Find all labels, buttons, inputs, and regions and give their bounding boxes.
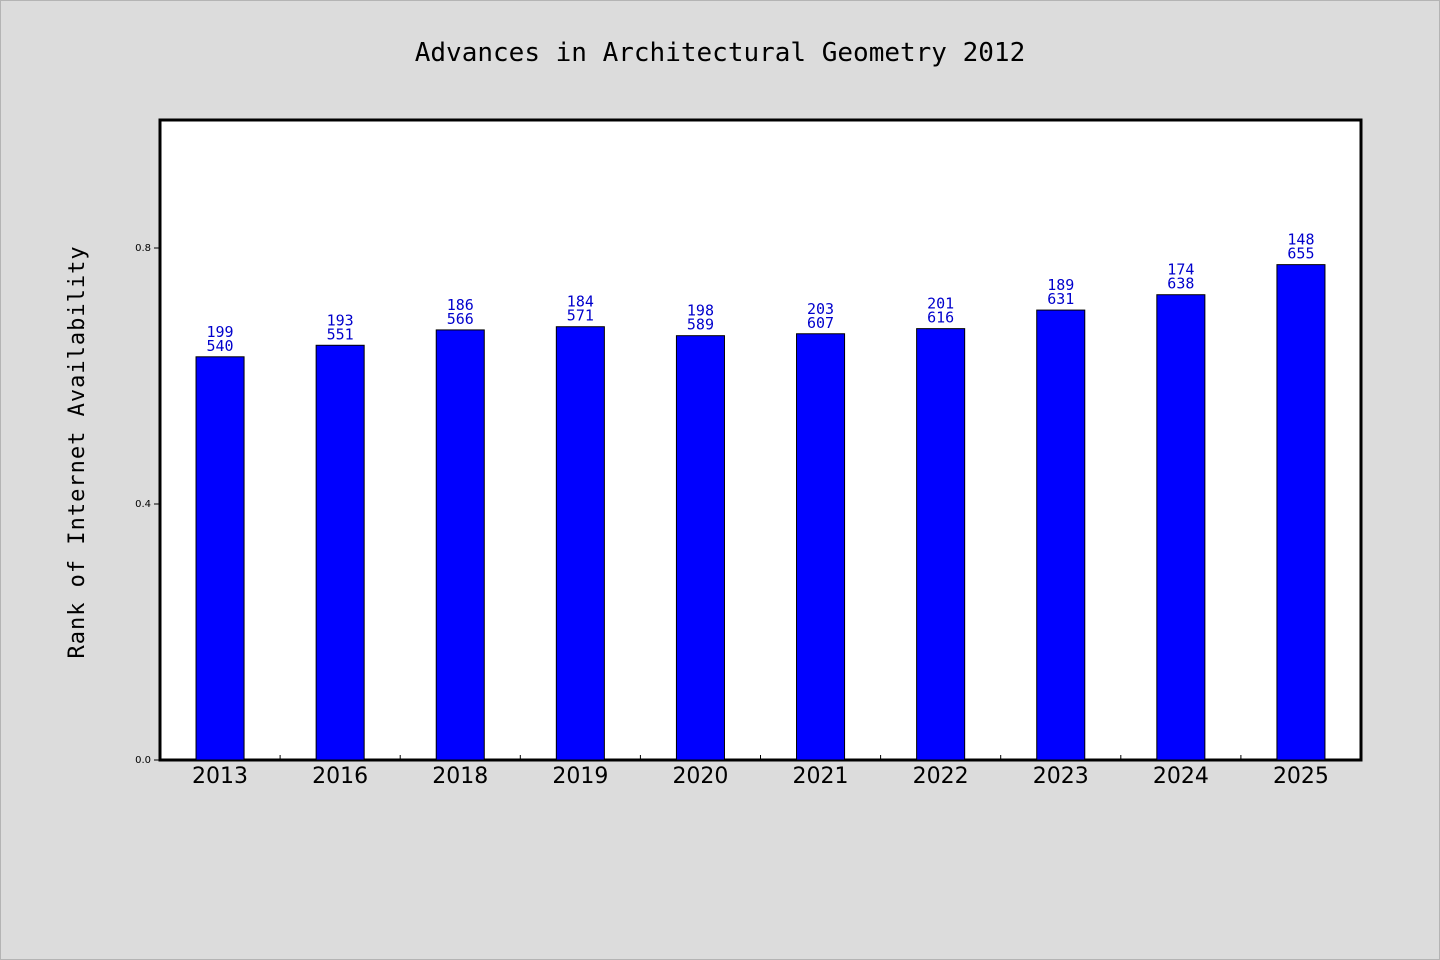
x-tick-label-2019: 2019 xyxy=(552,764,608,789)
bar-label-bottom-2019: 571 xyxy=(567,307,594,325)
bar-label-top-2024: 174 xyxy=(1167,261,1194,279)
bar-label-top-2023: 189 xyxy=(1047,276,1074,294)
y-tick-label: 0.0 xyxy=(135,755,151,766)
x-tick-label-2024: 2024 xyxy=(1153,764,1209,789)
y-ticks-group: 0.0 0.4 0.8 xyxy=(135,243,160,766)
x-tick-label-2018: 2018 xyxy=(432,764,488,789)
x-ticks-group: 2013 2016 2018 2019 2020 2021 2022 2023 2024 2025 xyxy=(192,755,1329,789)
bar-2024 xyxy=(1156,294,1206,761)
bar-label-bottom-2018: 566 xyxy=(447,310,474,328)
y-tick-label: 0.8 xyxy=(135,243,151,254)
bar-label-top-2019: 184 xyxy=(567,293,594,311)
bar-2018 xyxy=(435,329,485,761)
bar-label-top-2022: 201 xyxy=(927,295,954,313)
bar-label-top-2018: 186 xyxy=(447,296,474,314)
x-tick-label-2013: 2013 xyxy=(192,764,248,789)
bars-group xyxy=(195,264,1326,761)
bar-label-bottom-2020: 589 xyxy=(687,316,714,334)
y-axis-label: Rank of Internet Availability xyxy=(65,245,90,658)
bar-label-bottom-2021: 607 xyxy=(807,314,834,332)
bar-label-bottom-2024: 638 xyxy=(1167,275,1194,293)
bar-label-bottom-2013: 540 xyxy=(207,337,234,355)
bar-2020 xyxy=(675,335,725,761)
bar-label-bottom-2016: 551 xyxy=(327,325,354,343)
x-tick-label-2020: 2020 xyxy=(672,764,728,789)
bar-2025 xyxy=(1276,264,1326,761)
x-tick-label-2025: 2025 xyxy=(1273,764,1329,789)
bar-label-top-2013: 199 xyxy=(207,323,234,341)
bar-label-bottom-2022: 616 xyxy=(927,309,954,327)
bar-label-top-2016: 193 xyxy=(327,311,354,329)
bar-label-top-2021: 203 xyxy=(807,300,834,318)
chart-title: Advances in Architectural Geometry 2012 xyxy=(415,38,1025,68)
bar-label-bottom-2023: 631 xyxy=(1047,290,1074,308)
bar-2013 xyxy=(195,356,245,761)
y-tick-label: 0.4 xyxy=(135,499,151,510)
bar-2021 xyxy=(796,333,846,761)
bar-label-top-2020: 198 xyxy=(687,302,714,320)
bar-2022 xyxy=(916,328,966,761)
x-tick-label-2023: 2023 xyxy=(1033,764,1089,789)
x-tick-label-2016: 2016 xyxy=(312,764,368,789)
bar-label-bottom-2025: 655 xyxy=(1287,245,1314,263)
bar-label-top-2025: 148 xyxy=(1287,231,1314,249)
x-tick-label-2021: 2021 xyxy=(793,764,849,789)
bar-2016 xyxy=(315,344,365,761)
bar-2023 xyxy=(1036,309,1086,761)
x-tick-label-2022: 2022 xyxy=(913,764,969,789)
bar-2019 xyxy=(555,326,605,761)
